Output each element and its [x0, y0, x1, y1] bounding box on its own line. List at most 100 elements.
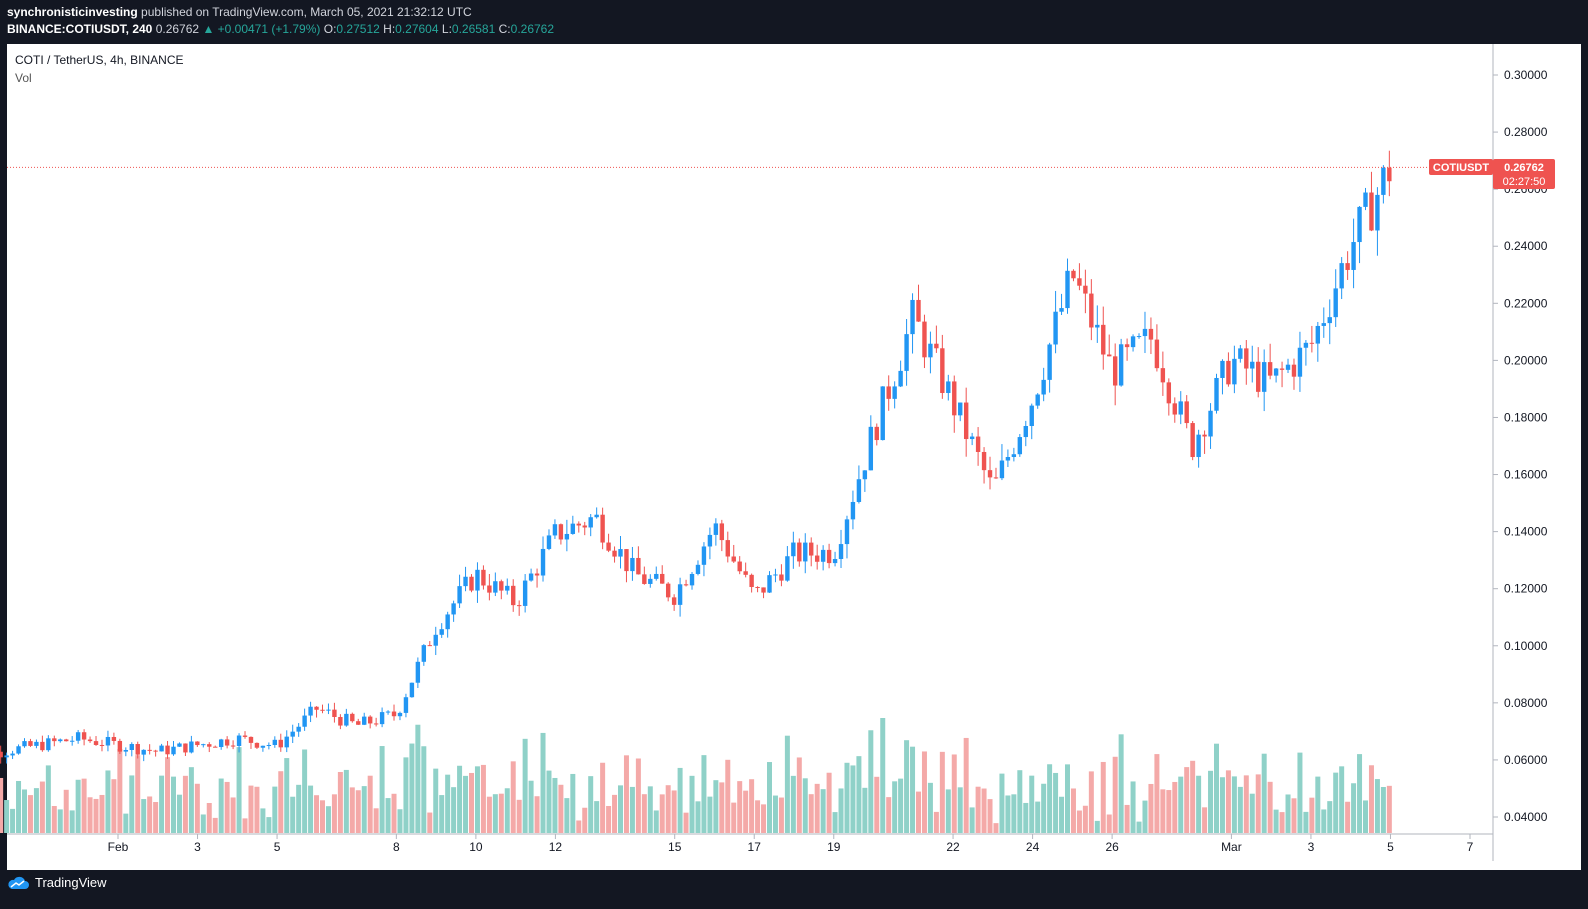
candle-body-134: [755, 587, 760, 589]
volume-bar-17: [57, 809, 63, 833]
tradingview-logo[interactable]: TradingView: [7, 875, 107, 890]
volume-bar-214: [1231, 776, 1237, 833]
volume-bar-97: [534, 796, 540, 833]
candle-body-42: [207, 744, 212, 747]
volume-bar-102: [564, 798, 570, 833]
candle-body-205: [1178, 401, 1183, 415]
candle-body-10: [16, 746, 21, 754]
candle-body-47: [236, 735, 242, 746]
price-change: ▲ +0.00471 (+1.79%): [202, 22, 321, 36]
volume-bar-53: [272, 786, 278, 833]
price-tag-symbol: COTIUSDT: [1433, 162, 1490, 174]
volume-bar-205: [1178, 776, 1184, 833]
time-tick-label-7: 17: [748, 840, 762, 854]
volume-bar-201: [1154, 754, 1160, 833]
candle-body-99: [546, 535, 552, 549]
volume-bar-119: [665, 785, 671, 833]
volume-bar-94: [516, 799, 522, 833]
candle-body-169: [963, 402, 969, 440]
candle-body-114: [636, 557, 641, 575]
candle-body-226: [1303, 342, 1309, 348]
price-axis: 0.300000.280000.260000.240000.220000.200…: [1493, 68, 1548, 824]
price-tick-label-7: 0.16000: [1504, 468, 1548, 482]
volume-bar-121: [677, 767, 683, 833]
volume-bar-142: [802, 778, 808, 833]
volume-bar-15: [45, 765, 51, 833]
candle-body-183: [1047, 344, 1052, 380]
volume-bar-40: [194, 783, 200, 833]
candle-body-130: [731, 556, 736, 562]
candle-body-240: [1387, 167, 1392, 182]
candle-body-197: [1130, 336, 1136, 348]
volume-bar-50: [254, 786, 260, 833]
volume-bar-223: [1285, 794, 1291, 833]
candle-body-204: [1172, 403, 1177, 415]
chart-panel[interactable]: [7, 44, 1581, 870]
volume-bar-105: [582, 807, 588, 833]
volume-bar-11: [22, 789, 28, 833]
candle-body-201: [1154, 339, 1160, 369]
candle-body-158: [898, 370, 903, 387]
volume-bar-233: [1345, 801, 1351, 833]
candle-body-210: [1208, 410, 1213, 437]
candle-body-203: [1166, 382, 1172, 404]
volume-bar-81: [439, 795, 445, 833]
open-label: O:: [323, 22, 337, 36]
candle-body-185: [1059, 308, 1064, 312]
time-tick-label-2: 5: [274, 840, 281, 854]
candle-body-199: [1142, 328, 1148, 337]
candle-body-196: [1124, 344, 1130, 348]
volume-bar-168: [957, 787, 963, 833]
candle-body-182: [1041, 379, 1046, 395]
candle-body-221: [1273, 368, 1279, 376]
volume-bars: [0, 718, 1392, 833]
candle-body-190: [1089, 293, 1094, 328]
volume-bar-182: [1041, 783, 1047, 833]
volume-bar-56: [290, 796, 296, 833]
candle-body-109: [606, 542, 611, 551]
volume-bar-174: [993, 823, 999, 833]
volume-bar-237: [1368, 765, 1374, 833]
candle-body-166: [946, 381, 951, 393]
candle-body-157: [892, 386, 897, 399]
volume-bar-51: [260, 808, 266, 833]
volume-bar-101: [558, 784, 564, 833]
candle-body-7: [0, 751, 3, 758]
candle-body-17: [58, 739, 63, 742]
volume-bar-210: [1208, 770, 1214, 833]
candle-body-222: [1279, 368, 1285, 370]
volume-bar-197: [1130, 781, 1136, 833]
volume-bar-28: [123, 813, 129, 833]
candle-body-119: [665, 583, 671, 598]
volume-bar-239: [1380, 787, 1386, 833]
volume-bar-27: [117, 748, 123, 833]
candle-body-74: [397, 712, 403, 717]
volume-bar-135: [761, 804, 767, 833]
candle-body-40: [195, 741, 200, 746]
candle-body-143: [809, 542, 814, 556]
candle-body-123: [689, 573, 695, 586]
candle-body-105: [582, 525, 587, 528]
candle-body-8: [4, 755, 9, 758]
volume-bar-136: [767, 762, 773, 833]
author-name[interactable]: synchronisticinvesting: [7, 5, 138, 19]
volume-bar-180: [1029, 775, 1035, 833]
candle-body-133: [749, 574, 754, 588]
candle-body-43: [213, 746, 218, 748]
time-tick-label-10: 24: [1026, 840, 1040, 854]
volume-bar-232: [1339, 766, 1345, 833]
published-text: published on TradingView.com, March 05, …: [141, 5, 472, 19]
candle-body-162: [922, 321, 927, 358]
candle-body-27: [117, 740, 123, 752]
volume-bar-209: [1202, 807, 1208, 833]
candle-body-67: [356, 721, 361, 725]
candle-body-122: [683, 584, 689, 586]
candle-body-38: [183, 743, 188, 753]
price-tick-label-10: 0.10000: [1504, 639, 1548, 653]
volume-bar-200: [1148, 783, 1154, 833]
volume-bar-123: [689, 775, 695, 833]
candle-body-154: [874, 426, 879, 441]
candle-body-220: [1267, 362, 1273, 376]
candle-body-227: [1309, 342, 1315, 344]
